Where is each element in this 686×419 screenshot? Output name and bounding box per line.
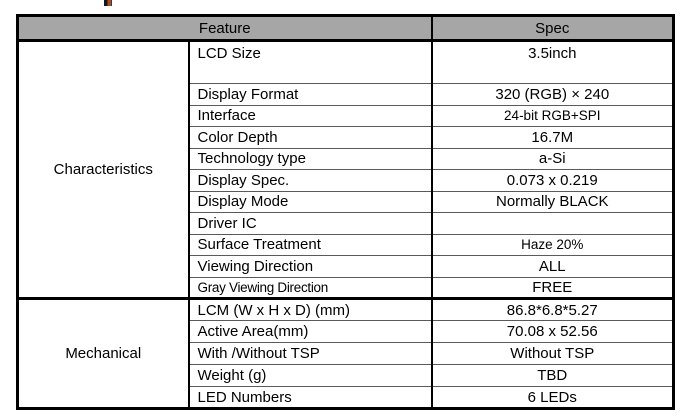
spec-cell: FREE [430,276,675,299]
feature-cell: Viewing Direction [187,255,433,278]
feature-cell: With /Without TSP [187,342,433,365]
spec-cell: 0.073 x 0.219 [430,169,675,192]
table-row: With /Without TSP Without TSP [18,342,675,365]
table-row: Gray Viewing Direction FREE [18,276,675,299]
table-row: Characteristics LCD Size 3.5inch [16,40,675,300]
feature-column-header: Feature [16,14,433,42]
spec-cell: TBD [430,364,675,387]
group-label-characteristics: Characteristics [16,40,190,300]
spec-table: Feature Spec Characteristics LCD Size 3.… [16,14,676,410]
table-row: Interface 24-bit RGB+SPI [18,104,675,127]
feature-cell: Surface Treatment [187,233,433,256]
feature-cell: Color Depth [187,126,433,149]
spec-cell: Normally BLACK [430,190,675,213]
table-row: Display Format 320 (RGB) × 240 [18,83,675,106]
clipped-heading-fragment [104,0,112,6]
spec-cell [430,212,675,235]
table-row: Mechanical LCM (W x H x D) (mm) 86.8*6.8… [16,297,675,410]
feature-cell: LCD Size [187,40,433,84]
spec-cell: 320 (RGB) × 240 [430,83,675,106]
feature-cell: LED Numbers [187,386,433,409]
feature-cell: Display Spec. [187,169,433,192]
feature-cell: Active Area(mm) [187,320,433,343]
spec-cell: ALL [430,255,675,278]
table-row: Driver IC [18,212,675,235]
table-row: Viewing Direction ALL [18,255,675,278]
feature-cell: Gray Viewing Direction [187,276,433,299]
spec-column-header: Spec [430,14,675,42]
table-row: Display Spec. 0.073 x 0.219 [18,169,675,192]
table-row: Display Mode Normally BLACK [18,190,675,213]
spec-cell: 6 LEDs [430,386,675,409]
table-row: Weight (g) TBD [18,364,675,387]
table-header-row: Feature Spec [16,14,675,42]
group-label-mechanical: Mechanical [16,297,190,410]
feature-cell: LCM (W x H x D) (mm) [187,297,433,321]
table-row: LED Numbers 6 LEDs [18,386,675,409]
spec-cell: 16.7M [430,126,675,149]
table-row: Color Depth 16.7M [18,126,675,149]
feature-cell: Weight (g) [187,364,433,387]
feature-cell: Driver IC [187,212,433,235]
spec-cell: Without TSP [430,342,675,365]
spec-cell: 3.5inch [430,40,675,84]
table-row: Surface Treatment Haze 20% [18,233,675,256]
feature-cell: Display Format [187,83,433,106]
spec-cell: 24-bit RGB+SPI [430,104,675,127]
spec-cell: a-Si [430,147,675,170]
spec-cell: 86.8*6.8*5.27 [430,297,675,321]
spec-cell: Haze 20% [430,233,675,256]
spec-cell: 70.08 x 52.56 [430,320,675,343]
feature-cell: Display Mode [187,190,433,213]
feature-cell: Interface [187,104,433,127]
feature-cell: Technology type [187,147,433,170]
